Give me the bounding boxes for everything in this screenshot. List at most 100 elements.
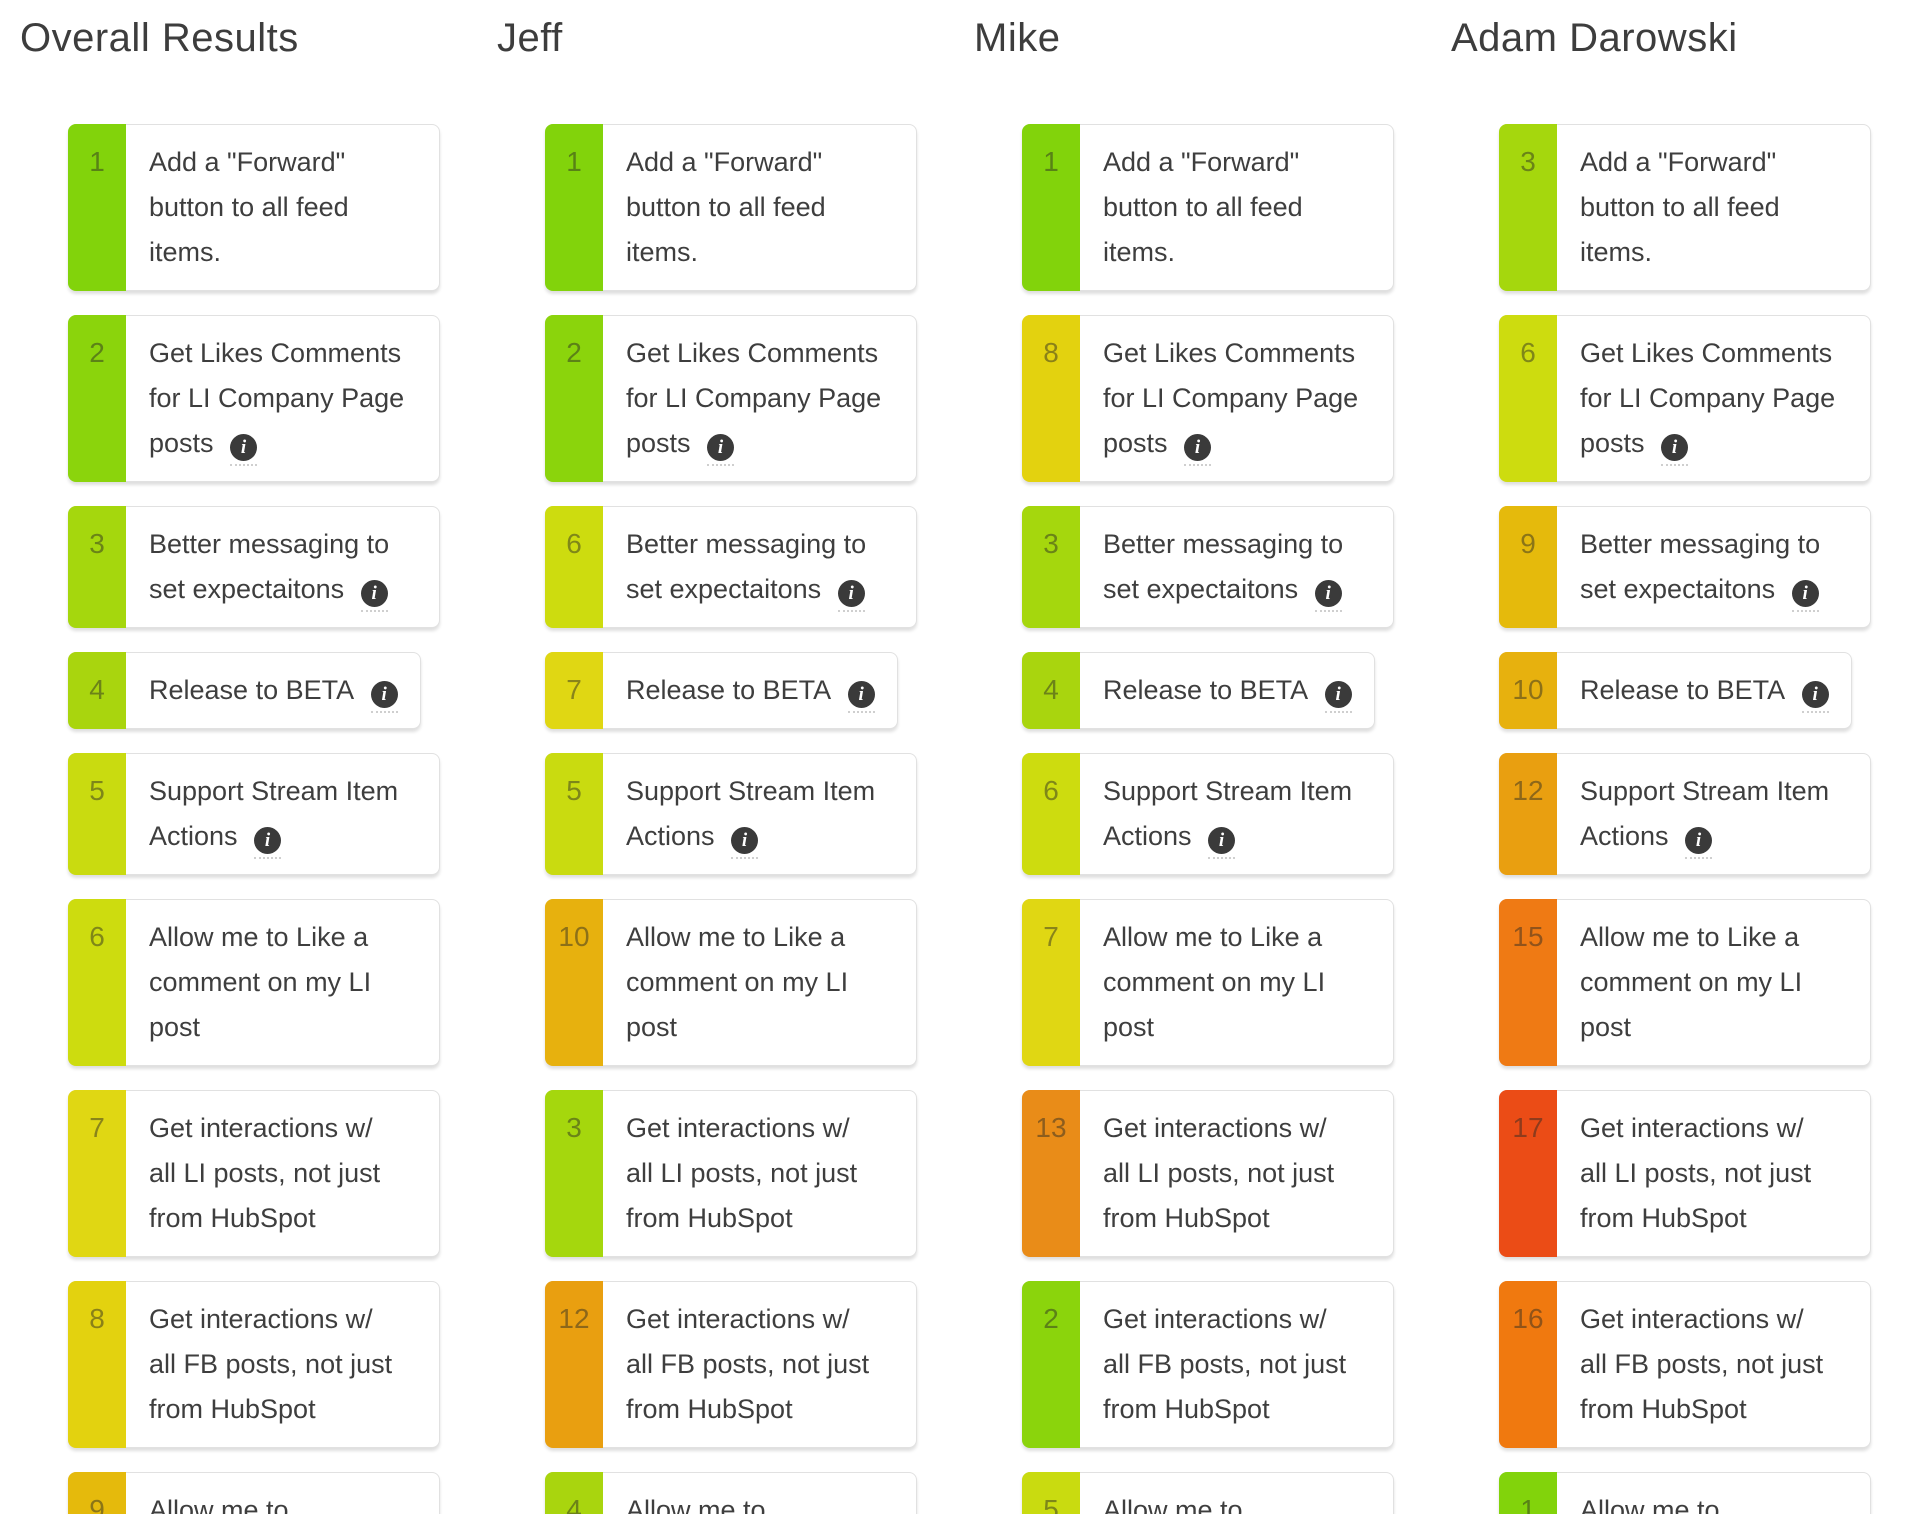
idea-text: Get Likes Comments for LI Company Page p… [1103, 338, 1359, 458]
rank-badge: 5 [1022, 1472, 1080, 1514]
info-icon-glyph: i [1685, 827, 1713, 854]
info-icon[interactable]: i [1184, 431, 1212, 466]
rank-badge: 1 [68, 124, 126, 291]
column-title: Jeff [497, 16, 563, 60]
idea-text: Allow me to Like a comment on my LI post [1103, 922, 1326, 1042]
info-icon-glyph: i [230, 434, 258, 461]
rank-badge: 1 [1499, 1472, 1557, 1514]
idea-card: 6 Better messaging to set expectaitons i [545, 506, 917, 628]
rank-number: 7 [89, 1112, 105, 1143]
idea-card: 7 Get interactions w/ all LI posts, not … [68, 1090, 440, 1257]
rank-badge: 3 [1022, 506, 1080, 628]
info-icon[interactable]: i [360, 577, 388, 612]
info-icon[interactable]: i [1314, 577, 1342, 612]
rank-number: 2 [566, 337, 582, 368]
info-icon[interactable]: i [1208, 824, 1236, 859]
idea-text: Allow me to [626, 1495, 766, 1514]
idea-text: Better messaging to set expectaitons [1580, 529, 1821, 604]
rank-number: 15 [1512, 921, 1544, 952]
rank-badge: 8 [68, 1281, 126, 1448]
info-icon[interactable]: i [1801, 678, 1829, 713]
info-icon-glyph: i [1314, 580, 1342, 607]
idea-card: 12 Get interactions w/ all FB posts, not… [545, 1281, 917, 1448]
rank-number: 8 [1043, 337, 1059, 368]
rank-badge: 7 [1022, 899, 1080, 1066]
rank-number: 7 [1043, 921, 1059, 952]
idea-text: Allow me to Like a comment on my LI post [1580, 922, 1803, 1042]
idea-card: 1 Add a "Forward" button to all feed ite… [545, 124, 917, 291]
info-icon[interactable]: i [1791, 577, 1819, 612]
idea-text: Support Stream Item Actions [1580, 776, 1830, 851]
info-icon-glyph: i [731, 827, 759, 854]
rank-badge: 5 [545, 753, 603, 875]
info-icon-glyph: i [360, 580, 388, 607]
idea-card: 12 Support Stream Item Actions i [1499, 753, 1871, 875]
info-icon-glyph: i [1184, 434, 1212, 461]
idea-text: Add a "Forward" button to all feed items… [626, 147, 826, 267]
idea-text: Get interactions w/ all LI posts, not ju… [1580, 1113, 1812, 1233]
idea-text: Better messaging to set expectaitons [626, 529, 867, 604]
info-icon[interactable]: i [1661, 431, 1689, 466]
info-icon[interactable]: i [837, 577, 865, 612]
idea-text: Release to BETA [626, 675, 832, 705]
idea-card: 4 Release to BETA i [68, 652, 421, 729]
idea-card: 3 Get interactions w/ all LI posts, not … [545, 1090, 917, 1257]
info-icon-glyph: i [847, 681, 875, 708]
info-icon[interactable]: i [731, 824, 759, 859]
idea-text: Get interactions w/ all FB posts, not ju… [626, 1304, 870, 1424]
idea-card: 7 Allow me to Like a comment on my LI po… [1022, 899, 1394, 1066]
info-icon[interactable]: i [1324, 678, 1352, 713]
idea-text: Allow me to Like a comment on my LI post [149, 922, 372, 1042]
rank-number: 12 [558, 1303, 590, 1334]
idea-text: Get Likes Comments for LI Company Page p… [626, 338, 882, 458]
rank-badge: 2 [68, 315, 126, 482]
info-icon[interactable]: i [370, 678, 398, 713]
idea-text: Release to BETA [1103, 675, 1309, 705]
rank-badge: 6 [68, 899, 126, 1066]
idea-card: 10 Allow me to Like a comment on my LI p… [545, 899, 917, 1066]
idea-text: Allow me to Like a comment on my LI post [626, 922, 849, 1042]
info-icon-glyph: i [1661, 434, 1689, 461]
rank-badge: 6 [1499, 315, 1557, 482]
column-cards: 1 Add a "Forward" button to all feed ite… [1022, 124, 1451, 1514]
rank-number: 3 [89, 528, 105, 559]
info-icon[interactable]: i [230, 431, 258, 466]
idea-text: Release to BETA [149, 675, 355, 705]
idea-text: Allow me to [149, 1495, 289, 1514]
rank-badge: 4 [545, 1472, 603, 1514]
rank-number: 4 [1043, 674, 1059, 705]
info-icon[interactable]: i [254, 824, 282, 859]
rank-number: 4 [89, 674, 105, 705]
rank-badge: 1 [545, 124, 603, 291]
rank-number: 2 [1043, 1303, 1059, 1334]
rank-number: 1 [1520, 1494, 1536, 1514]
idea-text: Get interactions w/ all LI posts, not ju… [626, 1113, 858, 1233]
info-icon[interactable]: i [1685, 824, 1713, 859]
rank-number: 17 [1512, 1112, 1544, 1143]
rank-badge: 3 [68, 506, 126, 628]
rank-number: 6 [1520, 337, 1536, 368]
idea-text: Add a "Forward" button to all feed items… [149, 147, 349, 267]
info-icon[interactable]: i [847, 678, 875, 713]
idea-card: 1 Add a "Forward" button to all feed ite… [68, 124, 440, 291]
rank-number: 4 [566, 1494, 582, 1514]
idea-card: 3 Better messaging to set expectaitons i [1022, 506, 1394, 628]
rank-badge: 3 [545, 1090, 603, 1257]
idea-card: 3 Better messaging to set expectaitons i [68, 506, 440, 628]
idea-card: 7 Release to BETA i [545, 652, 898, 729]
rank-number: 10 [558, 921, 590, 952]
column-overall-results: Overall Results 1 Add a "Forward" button… [20, 14, 497, 1514]
column-mike: Mike 1 Add a "Forward" button to all fee… [974, 14, 1451, 1514]
idea-text: Allow me to [1103, 1495, 1243, 1514]
idea-text: Get interactions w/ all FB posts, not ju… [149, 1304, 393, 1424]
idea-card: 2 Get interactions w/ all FB posts, not … [1022, 1281, 1394, 1448]
info-icon-glyph: i [707, 434, 735, 461]
rank-badge: 4 [68, 652, 126, 729]
rank-number: 1 [566, 146, 582, 177]
idea-text: Support Stream Item Actions [1103, 776, 1353, 851]
info-icon[interactable]: i [707, 431, 735, 466]
rank-number: 7 [566, 674, 582, 705]
rank-badge: 5 [68, 753, 126, 875]
idea-card: 10 Release to BETA i [1499, 652, 1852, 729]
rank-badge: 6 [545, 506, 603, 628]
